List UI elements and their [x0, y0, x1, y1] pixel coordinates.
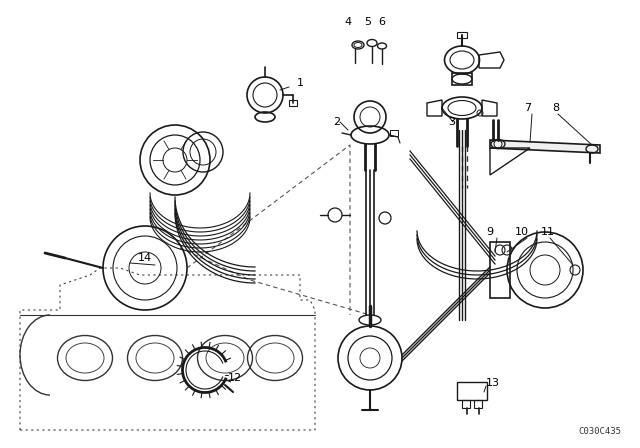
Text: 4: 4 [344, 17, 351, 27]
Text: 1: 1 [297, 78, 304, 88]
Text: C030C435: C030C435 [579, 427, 621, 436]
Bar [474, 400, 482, 408]
Bar [490, 242, 510, 298]
Text: 6: 6 [378, 17, 385, 27]
Text: 7: 7 [524, 103, 532, 113]
Text: 5: 5 [365, 17, 371, 27]
Text: 13: 13 [486, 378, 500, 388]
Text: 12: 12 [228, 373, 242, 383]
Text: 8: 8 [552, 103, 559, 113]
Bar [452, 73, 472, 85]
Text: 3: 3 [448, 117, 455, 127]
Text: 10: 10 [515, 227, 529, 237]
Text: 9: 9 [486, 227, 493, 237]
Text: 2: 2 [333, 117, 340, 127]
Bar [457, 32, 467, 38]
Text: 14: 14 [138, 253, 152, 263]
Bar [457, 382, 487, 400]
Bar [390, 130, 398, 136]
Polygon shape [490, 140, 600, 153]
Text: 11: 11 [541, 227, 555, 237]
Bar [289, 100, 297, 106]
Bar [462, 400, 470, 408]
